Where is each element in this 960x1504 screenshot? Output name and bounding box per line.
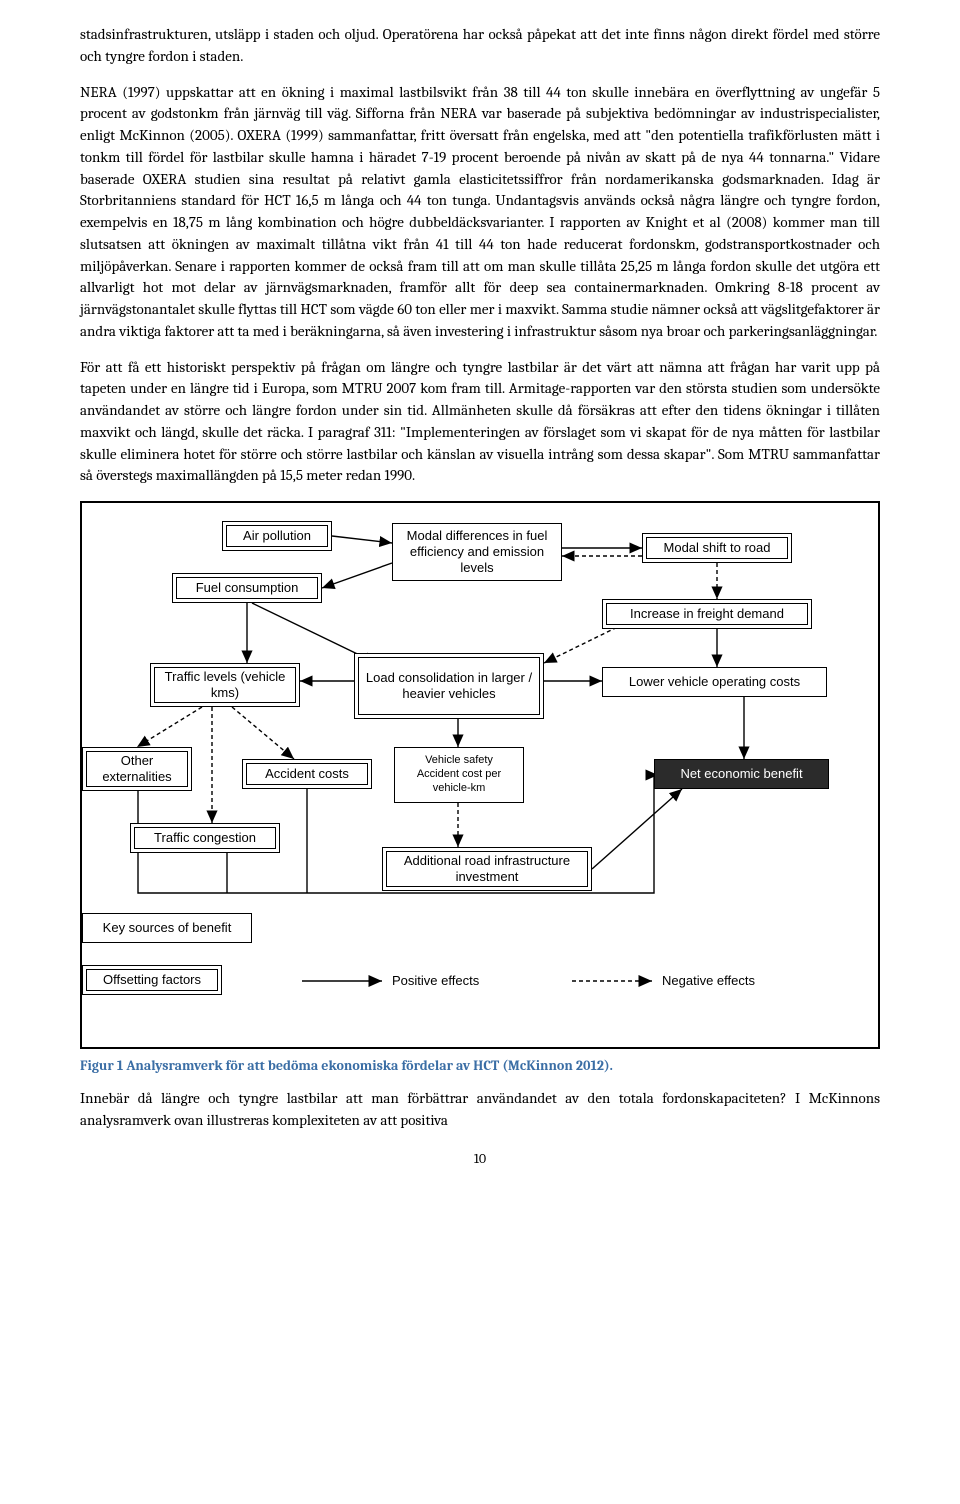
legend-negative: Negative effects (662, 973, 755, 988)
node-keysrc: Key sources of benefit (82, 913, 252, 943)
page-number: 10 (80, 1150, 880, 1167)
figure-1-flowchart: Air pollution Fuel consumption Modal diffe… (80, 501, 880, 1049)
node-offset: Offsetting factors (82, 965, 222, 995)
node-cong: Traffic congestion (130, 823, 280, 853)
node-modal: Modal differences in fuel efficiency and… (392, 523, 562, 581)
node-fuel: Fuel consumption (172, 573, 322, 603)
node-air: Air pollution (222, 521, 332, 551)
paragraph-3: För att få ett historiskt perspektiv på … (80, 357, 880, 488)
node-lower: Lower vehicle operating costs (602, 667, 827, 697)
node-load: Load consolidation in larger / heavier v… (354, 653, 544, 719)
node-neb: Net economic benefit (654, 759, 829, 789)
node-acc: Accident costs (242, 759, 372, 789)
figure-1-caption: Figur 1 Analysramverk för att bedöma eko… (80, 1057, 880, 1074)
node-other: Other externalities (82, 747, 192, 791)
node-infra: Additional road infrastructure investmen… (382, 847, 592, 891)
legend-positive: Positive effects (392, 973, 479, 988)
paragraph-1: stadsinfrastrukturen, utsläpp i staden o… (80, 24, 880, 68)
node-shift: Modal shift to road (642, 533, 792, 563)
paragraph-2: NERA (1997) uppskattar att en ökning i m… (80, 82, 880, 343)
node-incr: Increase in freight demand (602, 599, 812, 629)
node-traf: Traffic levels (vehicle kms) (150, 663, 300, 707)
paragraph-4: Innebär då längre och tyngre lastbilar a… (80, 1088, 880, 1132)
node-safe: Vehicle safety Accident cost per vehicle… (394, 747, 524, 803)
